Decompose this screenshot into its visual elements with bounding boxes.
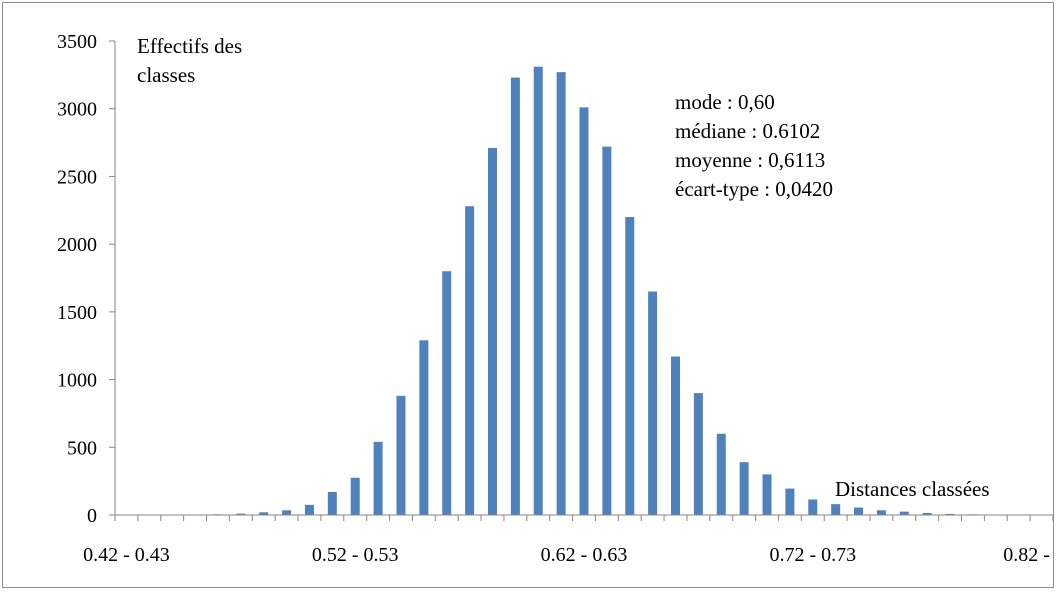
y-axis-ticks: 0 500 1000 1500 2000 2500 3000 3500	[57, 31, 115, 527]
histogram-chart: 0 500 1000 1500 2000 2500 3000 3500 0.42 - 0.43…	[57, 31, 1055, 566]
bar	[487, 147, 497, 515]
y-axis-label-line-1: Effectifs des	[137, 34, 242, 58]
bar	[419, 340, 429, 515]
x-tick-label: 0.72 - 0.73	[769, 544, 856, 566]
bar	[693, 393, 703, 515]
y-tick-label: 2000	[57, 234, 97, 256]
bar	[350, 477, 360, 515]
bar	[625, 217, 635, 516]
bar	[259, 512, 269, 515]
bar	[922, 512, 932, 515]
y-axis-label: Effectifs des classes	[137, 34, 247, 87]
bar	[510, 77, 520, 516]
x-tick-label: 0.52 - 0.53	[312, 544, 399, 566]
bar	[465, 206, 475, 516]
bar	[876, 510, 886, 515]
x-tick-label: 0.82 - 0.8	[1003, 544, 1055, 566]
y-tick-label: 3000	[57, 99, 97, 121]
y-tick-label: 2500	[57, 166, 97, 188]
bar	[533, 66, 543, 515]
bar	[648, 291, 658, 515]
y-tick-label: 500	[67, 437, 97, 459]
bar	[602, 146, 612, 516]
x-tick-label: 0.42 - 0.43	[83, 544, 170, 566]
bar	[785, 488, 795, 515]
x-axis-label: Distances classées	[835, 477, 990, 501]
statistic-annotation: écart-type : 0,0420	[675, 177, 833, 201]
bar	[373, 441, 383, 515]
bar	[945, 513, 955, 515]
bar	[762, 474, 772, 515]
statistic-annotation: médiane : 0.6102	[675, 119, 820, 143]
bar-series	[190, 66, 1001, 516]
x-tick-label: 0.62 - 0.63	[541, 544, 628, 566]
bar	[716, 433, 726, 515]
bar	[579, 107, 589, 516]
statistics-annotations: mode : 0,60 médiane : 0.6102 moyenne : 0,6…	[675, 90, 833, 201]
y-tick-label: 1500	[57, 302, 97, 324]
bar	[671, 356, 681, 515]
bar	[808, 499, 818, 515]
y-tick-label: 0	[87, 505, 97, 527]
bar	[854, 507, 864, 515]
y-tick-label: 3500	[57, 31, 97, 53]
bar	[899, 511, 909, 515]
bar	[442, 271, 452, 515]
statistic-annotation: mode : 0,60	[675, 90, 775, 114]
bar	[282, 510, 292, 515]
x-axis-ticks: 0.42 - 0.43 0.52 - 0.53 0.62 - 0.63 0.72 - …	[83, 515, 1055, 566]
bar	[556, 72, 566, 516]
bar	[304, 504, 314, 515]
bar	[739, 462, 749, 515]
statistic-annotation: moyenne : 0,6113	[675, 148, 825, 172]
bar	[327, 491, 337, 515]
y-tick-label: 1000	[57, 370, 97, 392]
y-axis-label-line-2: classes	[137, 63, 195, 87]
bar	[396, 395, 406, 515]
bar	[236, 513, 246, 515]
bar	[831, 504, 841, 515]
